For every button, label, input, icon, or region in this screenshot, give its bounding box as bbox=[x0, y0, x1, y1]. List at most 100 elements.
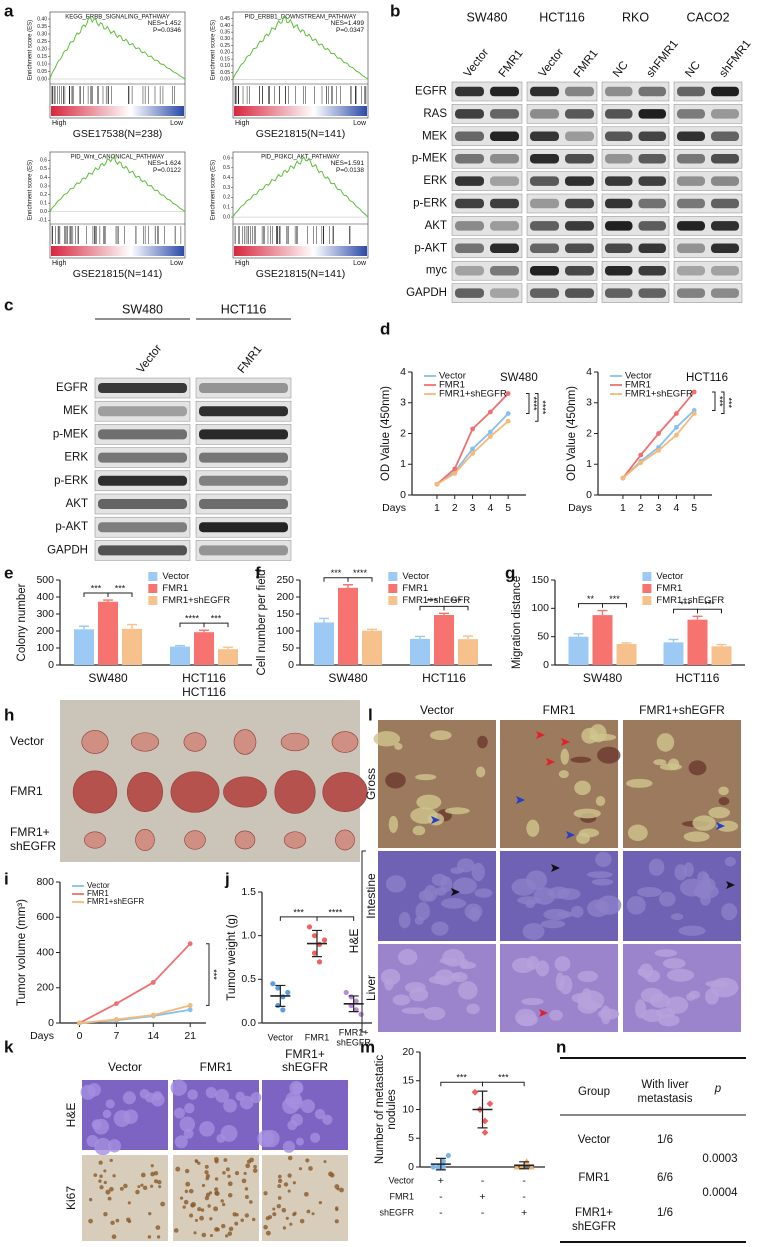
tissue-texture bbox=[653, 759, 667, 766]
protein-label: AKT bbox=[425, 220, 447, 232]
series-point bbox=[673, 424, 679, 430]
blot-band bbox=[565, 86, 594, 97]
gsea-tick-label: 0.2 bbox=[223, 195, 230, 201]
tissue-texture bbox=[635, 999, 647, 1019]
tissue-texture bbox=[441, 897, 467, 909]
ihc-texture bbox=[298, 1167, 303, 1171]
ihc-texture bbox=[88, 1197, 93, 1202]
x-tick-label: HCT116 bbox=[676, 671, 720, 685]
tissue-texture bbox=[560, 748, 570, 765]
series-point bbox=[470, 426, 475, 432]
ihc-texture bbox=[250, 1092, 262, 1104]
blot-band bbox=[490, 243, 519, 254]
y-tick-label: 4 bbox=[586, 366, 592, 378]
series-point bbox=[187, 1002, 193, 1008]
blot-strip bbox=[673, 260, 743, 281]
gsea-tick-label: 0.4 bbox=[40, 175, 47, 181]
data-point bbox=[270, 981, 276, 987]
series-point bbox=[691, 411, 697, 416]
data-point bbox=[280, 994, 286, 1000]
tissue-texture bbox=[526, 819, 540, 837]
factor-mark: + bbox=[438, 1175, 444, 1187]
bar bbox=[663, 642, 684, 665]
gsea-tick-label: 0.30 bbox=[220, 36, 230, 42]
x-tick-label: Vector bbox=[268, 1032, 294, 1042]
y-label-group: Cell number per field bbox=[256, 569, 268, 675]
legend-swatch bbox=[388, 596, 398, 605]
x-tick-label: 2 bbox=[452, 502, 458, 514]
x-tick-label: shEGFR bbox=[336, 1037, 371, 1047]
legend-label: FMR1+shEGFR bbox=[87, 897, 144, 906]
gsea-tick-label: 0.0 bbox=[223, 214, 230, 220]
ihc-texture bbox=[135, 1189, 140, 1195]
ihc-texture bbox=[201, 1232, 207, 1238]
ihc-texture bbox=[190, 1201, 196, 1207]
ihc-texture bbox=[209, 1233, 214, 1238]
gsea-tick-label: 0.3 bbox=[40, 183, 47, 189]
significance-label: *** bbox=[331, 568, 342, 578]
ihc-texture bbox=[94, 1137, 112, 1156]
bar bbox=[74, 629, 94, 665]
blot-band bbox=[530, 153, 559, 164]
significance-bracket bbox=[179, 622, 205, 628]
blot-band bbox=[199, 383, 288, 393]
gsea-low: Low bbox=[353, 260, 367, 267]
tissue-texture bbox=[466, 1003, 480, 1015]
row-label: H&E bbox=[64, 1103, 78, 1128]
tissue-texture bbox=[571, 905, 584, 918]
data-point bbox=[353, 998, 359, 1004]
y-label-group: Number of metastatic nodules bbox=[374, 1055, 398, 1165]
ihc-texture bbox=[272, 1212, 277, 1217]
blot-band bbox=[677, 198, 705, 209]
series-point bbox=[434, 481, 440, 487]
tissue-texture bbox=[644, 969, 661, 983]
legend-swatch bbox=[642, 596, 652, 605]
blot-strip bbox=[673, 171, 743, 191]
ihc-texture bbox=[150, 1184, 154, 1188]
ihc-texture bbox=[253, 1164, 257, 1169]
ihc-texture bbox=[194, 1218, 199, 1222]
data-point bbox=[316, 941, 323, 948]
series-point bbox=[638, 460, 644, 466]
legend-label: FMR1 bbox=[625, 380, 651, 391]
ihc-texture bbox=[263, 1191, 268, 1196]
lane-label-group: FMR1 bbox=[572, 48, 601, 80]
y-axis-label: OD Value (450nm) bbox=[380, 386, 392, 481]
blot-band bbox=[565, 176, 594, 186]
blot-band bbox=[638, 198, 666, 209]
protein-label: GAPDH bbox=[47, 544, 88, 556]
data-point bbox=[311, 933, 318, 939]
gsea-dataset: GSE21815(N=141) bbox=[256, 128, 346, 140]
ihc-texture bbox=[99, 1185, 104, 1190]
gsea-high: High bbox=[52, 260, 67, 267]
tissue-texture bbox=[705, 980, 729, 988]
lane-label-group: Vector bbox=[135, 343, 165, 376]
y-axis-label: Tumor volume (mm³) bbox=[16, 899, 28, 1006]
tissue-texture bbox=[439, 957, 458, 965]
legend-swatch bbox=[642, 584, 652, 593]
gsea-tick-label: 0.00 bbox=[37, 76, 47, 82]
data-point bbox=[275, 1002, 281, 1009]
ihc-texture bbox=[91, 1119, 102, 1130]
blot-band bbox=[199, 452, 288, 463]
lane-label: Vector bbox=[462, 47, 492, 80]
significance-bracket bbox=[323, 577, 349, 582]
bar bbox=[170, 646, 190, 665]
significance-bracket bbox=[526, 393, 530, 415]
blot-band bbox=[565, 198, 594, 209]
ihc-texture bbox=[158, 1185, 162, 1189]
ihc-texture bbox=[289, 1222, 293, 1226]
ihc-texture bbox=[244, 1187, 249, 1191]
factor-mark: + bbox=[521, 1207, 527, 1219]
tissue-texture bbox=[401, 1007, 428, 1014]
gsea-dataset: GSE21815(N=141) bbox=[256, 268, 346, 280]
row-label: FMR1 bbox=[10, 784, 43, 798]
row-label: Gross bbox=[364, 768, 378, 800]
lane-label-group: NC bbox=[611, 59, 631, 79]
ihc-texture bbox=[123, 1183, 128, 1189]
protein-label: myc bbox=[426, 265, 447, 277]
blot-band bbox=[530, 243, 559, 254]
error-bar bbox=[477, 1090, 488, 1129]
tissue-texture bbox=[654, 949, 678, 957]
y-tick-label: 1.5 bbox=[241, 886, 256, 898]
